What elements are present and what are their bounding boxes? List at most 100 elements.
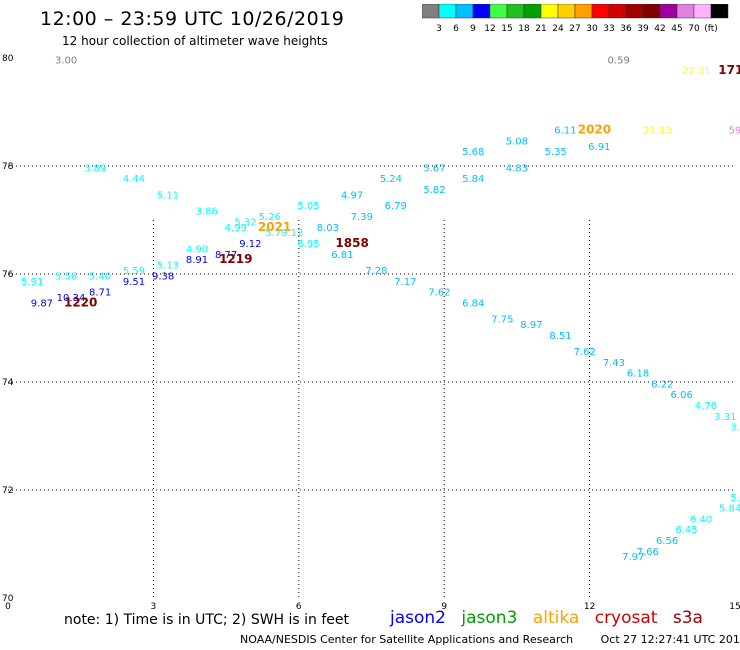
color-scale-bar: 3 6 9 12 15 18 21 24 27 30 33 36 39 42 45 70 (ft) (422, 4, 729, 34)
colorbar-label: 12 (484, 24, 495, 34)
credit-text: NOAA/NESDIS Center for Satellite Applica… (240, 633, 574, 646)
pass-time-label: 1220 (64, 295, 97, 309)
y-tick-label: 78 (2, 162, 14, 172)
timestamp: Oct 27 12:27:41 UTC 2019 (600, 633, 740, 646)
wave-height-label: 3.86 (196, 207, 218, 218)
colorbar-swatch (710, 4, 729, 19)
wave-height-label: 8.03 (317, 223, 339, 234)
wave-height-label: 0.59 (608, 55, 630, 66)
pass-time-label: 1718 (718, 63, 740, 77)
wave-height-label: 3.31 (714, 412, 736, 423)
colorbar-label: 24 (552, 24, 564, 34)
x-tick-label: 6 (296, 602, 302, 612)
wave-height-label: 5.79.12 (265, 228, 303, 239)
wave-height-label: 3. (730, 423, 740, 434)
colorbar-label: (ft) (704, 24, 718, 34)
wave-height-label: 8.51 (549, 331, 571, 342)
wave-height-label: 8.97 (520, 320, 542, 331)
wave-height-label: 7.17 (394, 277, 416, 288)
wave-height-label: 6.45 (675, 525, 697, 536)
wave-height-label: 5.24 (380, 174, 402, 185)
wave-height-label: 7.62 (574, 347, 596, 358)
colorbar-label: 70 (688, 24, 700, 34)
x-tick-label: 3 (151, 602, 157, 612)
wave-height-label: 5.91 (21, 277, 43, 288)
colorbar-label: 30 (586, 24, 598, 34)
wave-height-label: 7.62 (428, 288, 450, 299)
wave-height-label: 6.22 (651, 379, 673, 390)
wave-height-label: 59 (729, 126, 740, 137)
wave-height-label: 7.75 (491, 315, 513, 326)
wave-height-label: 5.35 (545, 147, 567, 158)
wave-height-label: 6.11 (554, 126, 576, 137)
wave-height-label: 3.00 (55, 55, 77, 66)
legend-cryosat: cryosat (594, 608, 658, 628)
colorbar-label: 15 (501, 24, 512, 34)
wave-height-label: 4.99 (225, 223, 247, 234)
colorbar-label: 42 (654, 24, 665, 34)
wave-height-label: 9.38 (152, 271, 174, 282)
wave-height-label: 5.84 (719, 504, 740, 515)
legend-s3a: s3a (672, 608, 703, 628)
wave-height-label: 9.51 (123, 277, 145, 288)
wave-height-label: 5.67 (423, 163, 445, 174)
pass-time-label: 2020 (578, 123, 611, 137)
wave-height-label: 7.28 (365, 266, 387, 277)
x-tick-label: 9 (441, 602, 447, 612)
colorbar-label: 36 (620, 24, 632, 34)
wave-height-label: 6.95 (297, 239, 319, 250)
footnote: note: 1) Time is in UTC; 2) SWH is in fe… (64, 612, 350, 628)
wave-height-label: 4.76 (695, 401, 717, 412)
wave-height-label: 7.39 (351, 212, 373, 223)
chart-subtitle: 12 hour collection of altimeter wave hei… (62, 34, 328, 48)
wave-height-label: 5.32 (234, 217, 256, 228)
wave-height-label: 4.90 (186, 244, 208, 255)
wave-height-label: 6.56 (656, 536, 678, 547)
wave-height-label: 22.31 (682, 66, 711, 77)
wave-height-label: 9.87 (31, 298, 53, 309)
wave-height-label: 3.89 (84, 163, 106, 174)
colorbar-label: 27 (569, 24, 580, 34)
wave-height-label: 9.12 (239, 239, 261, 250)
wave-height-label: 5.68 (462, 147, 484, 158)
x-tick-label: 0 (5, 602, 11, 612)
pass-time-label: 1858 (335, 236, 368, 250)
colorbar-label: 45 (671, 24, 682, 34)
pass-time-label: 1219 (219, 252, 252, 266)
wave-height-label: 5.05 (297, 201, 319, 212)
wave-height-label: 5.08 (506, 136, 528, 147)
legend-jason2: jason2 (390, 608, 446, 628)
x-tick-label: 15 (729, 602, 740, 612)
wave-height-label: 5.84 (462, 174, 484, 185)
wave-height-label: 7.97 (622, 552, 644, 563)
wave-height-label: 5.56 (55, 271, 77, 282)
wave-height-label: 5.40 (89, 271, 111, 282)
wave-height-label: 6.91 (588, 142, 610, 153)
wave-height-label: 21.13 (643, 126, 672, 137)
colorbar-label: 18 (518, 24, 530, 34)
chart-title: 12:00 – 23:59 UTC 10/26/2019 (40, 8, 345, 30)
y-tick-label: 76 (2, 270, 14, 280)
y-tick-label: 74 (2, 378, 14, 388)
wave-height-label: 4.97 (341, 190, 363, 201)
satellite-legend: jason2 jason3 altika cryosat s3a (390, 608, 713, 628)
wave-height-label: 6.79 (385, 201, 407, 212)
wave-height-label: 4.83 (506, 163, 528, 174)
colorbar-label: 33 (603, 24, 614, 34)
wave-height-label: 8.77 (215, 250, 237, 261)
y-tick-label: 70 (2, 594, 14, 604)
colorbar-label: 39 (637, 24, 649, 34)
wave-height-label: 5.59 (123, 266, 145, 277)
wave-height-label: 8.71 (89, 288, 111, 299)
credit-line: NOAA/NESDIS Center for Satellite Applica… (240, 633, 740, 646)
wave-height-label: 6.84 (462, 298, 484, 309)
colorbar-label: 9 (470, 24, 476, 34)
colorbar-label: 6 (453, 24, 459, 34)
wave-height-label: 6.40 (690, 514, 712, 525)
y-tick-label: 72 (2, 486, 13, 496)
wave-height-label: 5. (730, 493, 740, 504)
colorbar-label: 21 (535, 24, 546, 34)
wave-height-label: 6.81 (331, 250, 353, 261)
wave-height-label: 7.66 (637, 547, 659, 558)
